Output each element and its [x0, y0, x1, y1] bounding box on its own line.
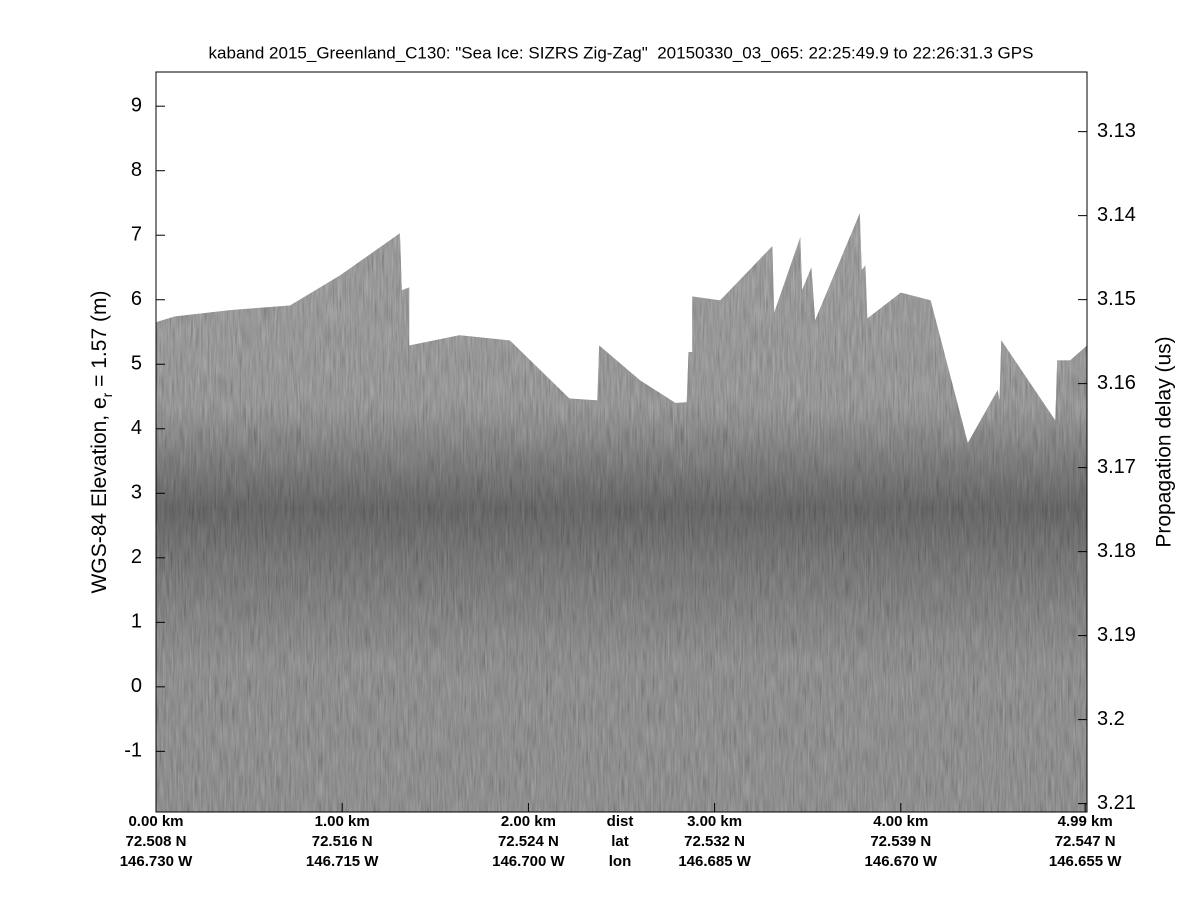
lon-label: 146.730 W [120, 853, 193, 870]
lon-label: 146.685 W [678, 853, 751, 870]
x-tick-label: 4.99 km [1058, 813, 1113, 830]
row-label: dist [607, 813, 634, 830]
lat-label: 72.508 N [126, 833, 187, 850]
y-tick-label: 1 [131, 611, 142, 633]
lat-label: 72.539 N [870, 833, 931, 850]
y-tick-label: 0 [131, 675, 142, 697]
y-label-part: = 1.57 (m) [88, 291, 111, 393]
y2-tick-label: 3.17 [1097, 456, 1136, 478]
y-tick-label: 6 [131, 288, 142, 310]
y2-tick-label: 3.19 [1097, 624, 1136, 646]
y2-tick-label: 3.16 [1097, 372, 1136, 394]
x-tick-label: 1.00 km [315, 813, 370, 830]
x-tick-label: 4.00 km [873, 813, 928, 830]
y-tick-label: -1 [124, 740, 142, 762]
y2-tick-label: 3.15 [1097, 288, 1136, 310]
x-tick-label: 2.00 km [501, 813, 556, 830]
lat-label: 72.532 N [684, 833, 745, 850]
y-label-subscript: r [99, 392, 115, 397]
y-tick-label: 2 [131, 546, 142, 568]
y-tick-label: 3 [131, 482, 142, 504]
y2-tick-label: 3.21 [1097, 792, 1136, 814]
x-tick-label: 0.00 km [128, 813, 183, 830]
lat-label: 72.516 N [312, 833, 373, 850]
row-label: lat [611, 833, 629, 850]
lat-label: 72.547 N [1055, 833, 1116, 850]
lon-label: 146.670 W [865, 853, 938, 870]
row-label: lon [609, 853, 632, 870]
chart-title: kaband 2015_Greenland_C130: "Sea Ice: SI… [209, 43, 1034, 62]
lon-label: 146.655 W [1049, 853, 1122, 870]
y-tick-label: 7 [131, 224, 142, 246]
y-tick-label: 9 [131, 94, 142, 116]
x-tick-label: 3.00 km [687, 813, 742, 830]
y-label-part: WGS-84 Elevation, e [88, 397, 111, 593]
echogram-shading [156, 213, 1087, 812]
y-tick-label: 4 [131, 417, 142, 439]
y-tick-label: 8 [131, 159, 142, 181]
y2-tick-label: 3.14 [1097, 204, 1136, 226]
y2-tick-label: 3.2 [1097, 708, 1125, 730]
plot-frame [155, 71, 1088, 813]
y-tick-label: 5 [131, 353, 142, 375]
lat-label: 72.524 N [498, 833, 559, 850]
lon-label: 146.700 W [492, 853, 565, 870]
y2-axis-label: Propagation delay (us) [1153, 336, 1176, 547]
y-axis-label: WGS-84 Elevation, er = 1.57 (m) [88, 291, 115, 594]
lon-label: 146.715 W [306, 853, 379, 870]
y2-tick-label: 3.13 [1097, 120, 1136, 142]
y2-tick-label: 3.18 [1097, 540, 1136, 562]
